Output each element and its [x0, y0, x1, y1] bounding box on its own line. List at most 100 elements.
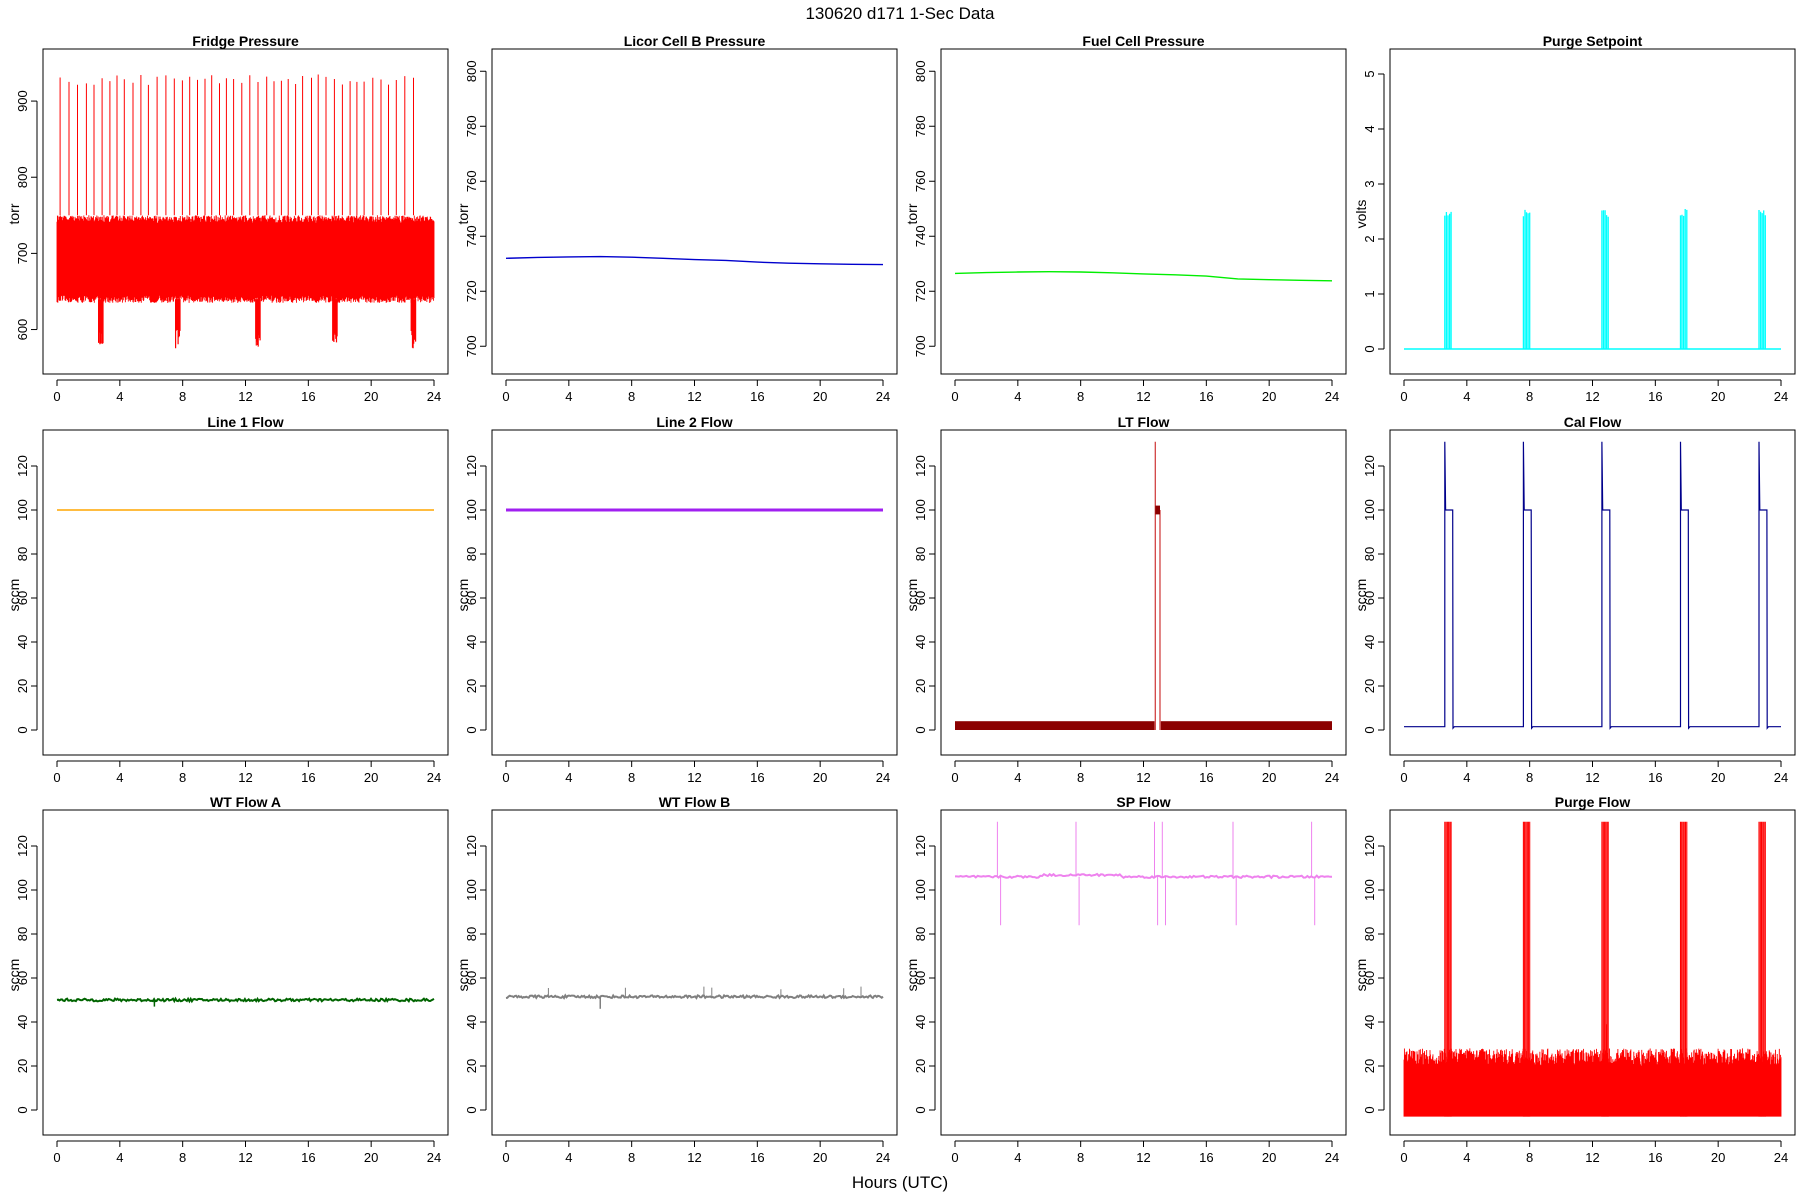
y-tick-label: 80 — [1362, 547, 1377, 561]
y-axis-label: volts — [1353, 200, 1369, 229]
y-tick-label: 60 — [15, 591, 30, 605]
y-tick-label: 5 — [1362, 70, 1377, 77]
y-tick-label: 40 — [464, 635, 479, 649]
y-tick-label: 600 — [15, 319, 30, 341]
series-band — [1403, 1048, 1782, 1117]
x-tick-label: 0 — [951, 770, 958, 785]
x-tick-label: 4 — [565, 1150, 572, 1165]
y-tick-label: 0 — [464, 726, 479, 733]
data-region — [954, 270, 1333, 282]
x-tick-label: 0 — [502, 1150, 509, 1165]
x-tick-label: 16 — [301, 1150, 315, 1165]
y-tick-label: 900 — [15, 90, 30, 112]
x-tick-label: 20 — [364, 389, 378, 404]
x-tick-label: 24 — [1774, 389, 1788, 404]
data-region — [1403, 821, 1782, 1117]
panel-title: Cal Flow — [1564, 414, 1622, 430]
y-tick-label: 120 — [15, 455, 30, 477]
panel-licor-cell-b-pressure: Licor Cell B Pressure 0 4 8 12 16 20 24 700 720 74… — [455, 33, 898, 404]
x-tick-label: 8 — [1077, 1150, 1084, 1165]
series-pulse-4 — [1679, 209, 1688, 349]
plot-frame — [42, 809, 449, 1136]
x-tick-label: 16 — [750, 1150, 764, 1165]
plot-frame — [940, 48, 1347, 375]
y-tick-label: 20 — [913, 679, 928, 693]
series-spikes — [996, 821, 1316, 926]
panel-line-2-flow: Line 2 Flow 0 4 8 12 16 20 24 0 20 40 60 80 100 120 scc… — [455, 414, 898, 785]
y-tick-label: 120 — [1362, 835, 1377, 857]
panel-title: Fridge Pressure — [192, 33, 299, 49]
y-tick-label: 0 — [1362, 1106, 1377, 1113]
y-axis-label: sccm — [1353, 959, 1369, 992]
y-tick-label: 4 — [1362, 125, 1377, 132]
y-tick-label: 20 — [464, 679, 479, 693]
series-pulses — [1444, 821, 1766, 1117]
y-axis-label: torr — [6, 203, 22, 224]
x-tick-label: 0 — [1400, 389, 1407, 404]
y-axis-label: sccm — [1353, 579, 1369, 612]
figure-xlabel: Hours (UTC) — [852, 1173, 948, 1192]
plot-frame — [1389, 429, 1796, 756]
x-tick-label: 24 — [1774, 1150, 1788, 1165]
x-tick-label: 0 — [951, 1150, 958, 1165]
x-tick-label: 12 — [1136, 770, 1150, 785]
y-tick-label: 80 — [1362, 927, 1377, 941]
y-tick-label: 100 — [464, 499, 479, 521]
y-tick-label: 1 — [1362, 290, 1377, 297]
plot-frame — [42, 429, 449, 756]
y-tick-label: 0 — [913, 1106, 928, 1113]
data-region — [56, 74, 435, 349]
panel-purge-flow: Purge Flow 0 4 8 12 16 20 24 0 20 40 60 80 100 120 sccm — [1353, 794, 1796, 1165]
plot-frame — [42, 48, 449, 375]
x-tick-label: 4 — [1014, 770, 1021, 785]
series-line — [505, 993, 884, 1000]
x-tick-label: 24 — [876, 389, 890, 404]
y-tick-label: 40 — [1362, 635, 1377, 649]
data-region — [955, 441, 1332, 730]
y-tick-label: 80 — [15, 547, 30, 561]
y-tick-label: 760 — [464, 170, 479, 192]
series-line — [1404, 441, 1781, 730]
y-tick-label: 720 — [913, 280, 928, 302]
plot-frame — [940, 809, 1347, 1136]
series-line — [954, 270, 1333, 282]
plot-frame — [491, 48, 898, 375]
y-tick-label: 3 — [1362, 180, 1377, 187]
x-tick-label: 4 — [1463, 389, 1470, 404]
x-tick-label: 8 — [1077, 770, 1084, 785]
y-tick-label: 60 — [913, 591, 928, 605]
y-tick-label: 80 — [15, 927, 30, 941]
x-tick-label: 24 — [1325, 389, 1339, 404]
y-tick-label: 40 — [913, 635, 928, 649]
panel-lt-flow: LT Flow 0 4 8 12 16 20 24 0 20 40 60 80 100 120 sccm — [904, 414, 1347, 785]
x-tick-label: 8 — [628, 1150, 635, 1165]
x-tick-label: 24 — [1325, 770, 1339, 785]
panel-title: WT Flow A — [210, 794, 281, 810]
x-tick-label: 0 — [53, 770, 60, 785]
x-tick-label: 16 — [1648, 389, 1662, 404]
plot-frame — [491, 809, 898, 1136]
x-tick-label: 4 — [565, 770, 572, 785]
y-axis-label: sccm — [455, 579, 471, 612]
panel-wt-flow-a: WT Flow A 0 4 8 12 16 20 24 0 20 40 60 80 100 120 sccm — [6, 794, 449, 1165]
panel-title: Fuel Cell Pressure — [1082, 33, 1204, 49]
y-tick-label: 60 — [1362, 591, 1377, 605]
x-tick-label: 12 — [1136, 1150, 1150, 1165]
x-tick-label: 4 — [1463, 770, 1470, 785]
x-tick-label: 4 — [565, 389, 572, 404]
y-tick-label: 60 — [1362, 971, 1377, 985]
x-tick-label: 20 — [364, 770, 378, 785]
x-tick-label: 0 — [502, 389, 509, 404]
x-tick-label: 16 — [1648, 770, 1662, 785]
series-spikes — [547, 986, 862, 997]
data-region — [505, 986, 884, 1009]
x-tick-label: 0 — [1400, 770, 1407, 785]
y-tick-label: 0 — [1362, 726, 1377, 733]
series-spikes — [59, 74, 414, 216]
data-region — [955, 821, 1333, 926]
x-tick-label: 20 — [813, 389, 827, 404]
x-tick-label: 4 — [1014, 1150, 1021, 1165]
y-tick-label: 20 — [1362, 1059, 1377, 1073]
y-axis-label: sccm — [904, 579, 920, 612]
